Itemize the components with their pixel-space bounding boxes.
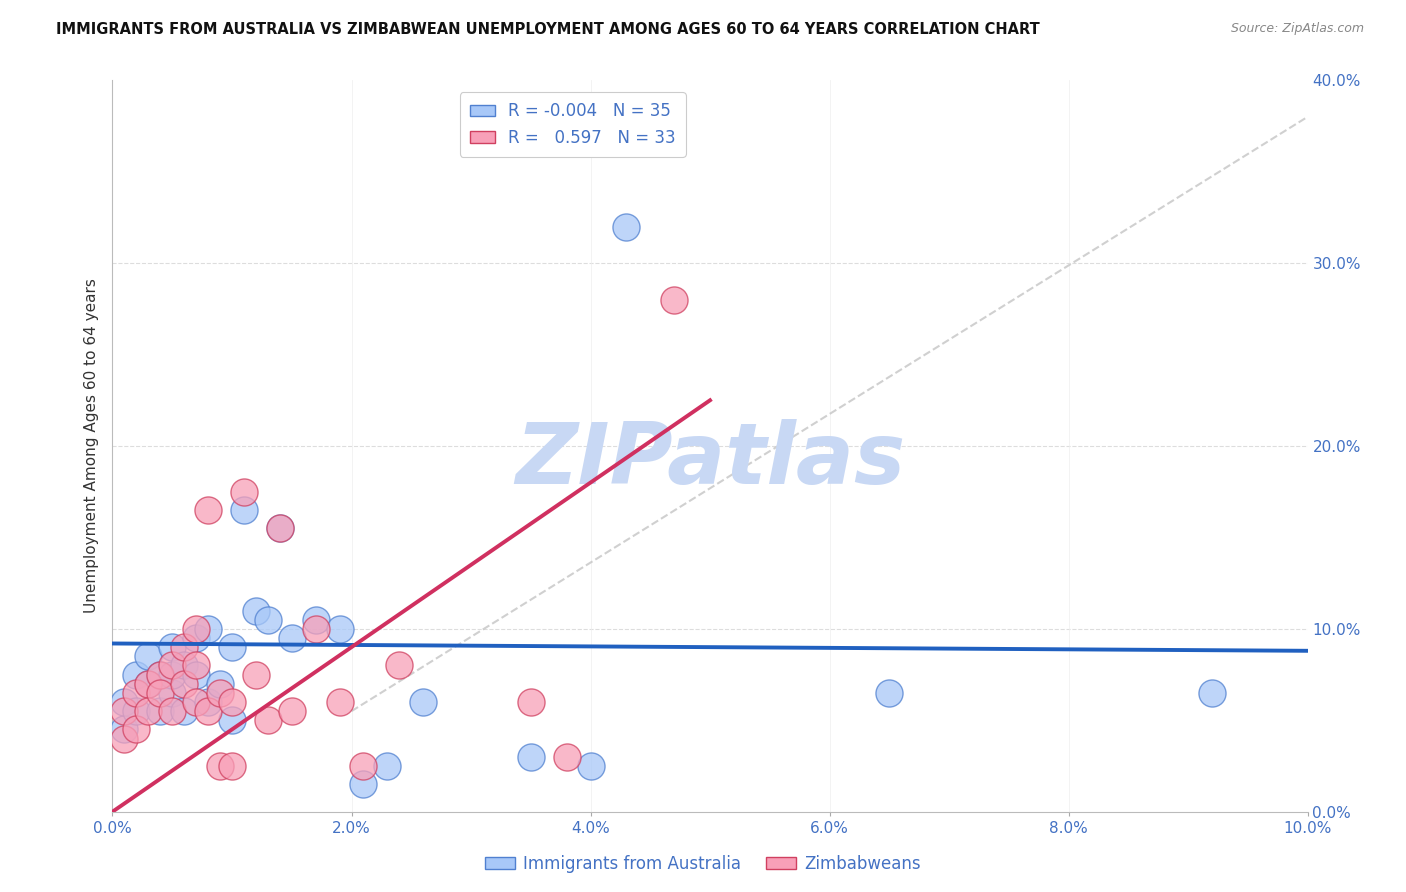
Point: [664, 293, 686, 307]
Point: [209, 759, 232, 773]
Point: [221, 695, 243, 709]
Text: IMMIGRANTS FROM AUSTRALIA VS ZIMBABWEAN UNEMPLOYMENT AMONG AGES 60 TO 64 YEARS C: IMMIGRANTS FROM AUSTRALIA VS ZIMBABWEAN …: [56, 22, 1040, 37]
Point: [377, 759, 399, 773]
Point: [125, 667, 148, 681]
Point: [173, 658, 195, 673]
Legend: R = -0.004   N = 35, R =   0.597   N = 33: R = -0.004 N = 35, R = 0.597 N = 33: [460, 92, 686, 157]
Point: [186, 622, 208, 636]
Point: [125, 723, 148, 737]
Point: [353, 777, 375, 791]
Point: [579, 759, 602, 773]
Point: [162, 658, 183, 673]
Y-axis label: Unemployment Among Ages 60 to 64 years: Unemployment Among Ages 60 to 64 years: [83, 278, 98, 614]
Point: [186, 658, 208, 673]
Point: [616, 219, 638, 234]
Point: [114, 723, 135, 737]
Point: [162, 686, 183, 700]
Point: [879, 686, 901, 700]
Point: [162, 704, 183, 718]
Point: [209, 686, 232, 700]
Point: [138, 704, 160, 718]
Point: [138, 676, 160, 690]
Point: [209, 676, 232, 690]
Point: [305, 613, 328, 627]
Point: [233, 484, 256, 499]
Point: [257, 613, 280, 627]
Legend: Immigrants from Australia, Zimbabweans: Immigrants from Australia, Zimbabweans: [478, 848, 928, 880]
Point: [305, 622, 328, 636]
Point: [269, 521, 291, 535]
Point: [125, 704, 148, 718]
Point: [125, 686, 148, 700]
Point: [388, 658, 411, 673]
Point: [149, 667, 172, 681]
Point: [173, 704, 195, 718]
Point: [281, 704, 304, 718]
Point: [520, 695, 543, 709]
Point: [281, 631, 304, 645]
Point: [197, 695, 219, 709]
Point: [114, 704, 135, 718]
Point: [186, 631, 208, 645]
Point: [520, 749, 543, 764]
Point: [197, 704, 219, 718]
Point: [329, 695, 352, 709]
Point: [138, 649, 160, 664]
Point: [114, 695, 135, 709]
Point: [197, 622, 219, 636]
Point: [114, 731, 135, 746]
Point: [149, 686, 172, 700]
Point: [329, 622, 352, 636]
Point: [555, 749, 578, 764]
Point: [1201, 686, 1223, 700]
Point: [353, 759, 375, 773]
Point: [138, 676, 160, 690]
Text: Source: ZipAtlas.com: Source: ZipAtlas.com: [1230, 22, 1364, 36]
Point: [173, 640, 195, 655]
Point: [197, 503, 219, 517]
Point: [162, 667, 183, 681]
Point: [186, 695, 208, 709]
Point: [269, 521, 291, 535]
Point: [221, 640, 243, 655]
Point: [186, 667, 208, 681]
Point: [221, 759, 243, 773]
Point: [257, 714, 280, 728]
Point: [233, 503, 256, 517]
Point: [149, 704, 172, 718]
Point: [221, 714, 243, 728]
Point: [412, 695, 434, 709]
Point: [245, 603, 267, 617]
Point: [149, 667, 172, 681]
Point: [173, 676, 195, 690]
Point: [245, 667, 267, 681]
Point: [162, 640, 183, 655]
Text: ZIPatlas: ZIPatlas: [515, 419, 905, 502]
